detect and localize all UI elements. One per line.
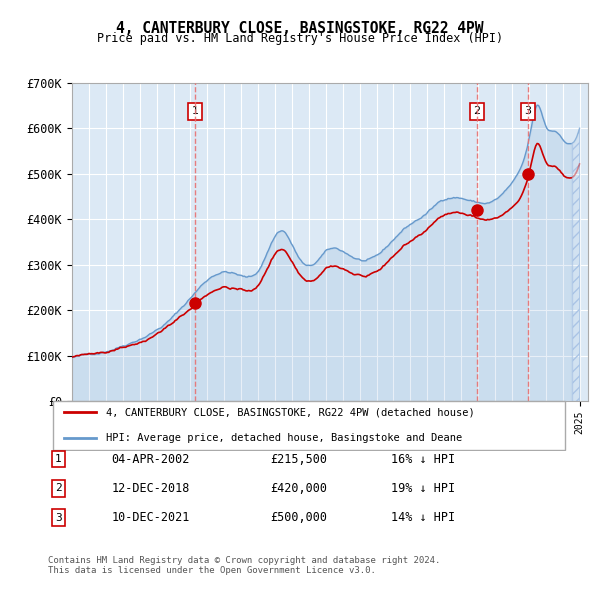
Text: 04-APR-2002: 04-APR-2002	[112, 453, 190, 466]
Text: 10-DEC-2021: 10-DEC-2021	[112, 511, 190, 524]
Text: 1: 1	[55, 454, 62, 464]
Text: 12-DEC-2018: 12-DEC-2018	[112, 482, 190, 495]
Text: 19% ↓ HPI: 19% ↓ HPI	[391, 482, 455, 495]
Text: 4, CANTERBURY CLOSE, BASINGSTOKE, RG22 4PW: 4, CANTERBURY CLOSE, BASINGSTOKE, RG22 4…	[116, 21, 484, 35]
Text: Price paid vs. HM Land Registry's House Price Index (HPI): Price paid vs. HM Land Registry's House …	[97, 32, 503, 45]
Text: £420,000: £420,000	[270, 482, 327, 495]
Text: £500,000: £500,000	[270, 511, 327, 524]
Text: £215,500: £215,500	[270, 453, 327, 466]
Text: 2: 2	[55, 483, 62, 493]
Text: 3: 3	[55, 513, 62, 523]
Text: Contains HM Land Registry data © Crown copyright and database right 2024.
This d: Contains HM Land Registry data © Crown c…	[48, 556, 440, 575]
Text: 3: 3	[524, 106, 532, 116]
Text: 4, CANTERBURY CLOSE, BASINGSTOKE, RG22 4PW (detached house): 4, CANTERBURY CLOSE, BASINGSTOKE, RG22 4…	[106, 408, 475, 417]
Text: 14% ↓ HPI: 14% ↓ HPI	[391, 511, 455, 524]
Text: HPI: Average price, detached house, Basingstoke and Deane: HPI: Average price, detached house, Basi…	[106, 434, 463, 443]
Text: 16% ↓ HPI: 16% ↓ HPI	[391, 453, 455, 466]
FancyBboxPatch shape	[53, 401, 565, 450]
Text: 1: 1	[191, 106, 199, 116]
Text: 2: 2	[473, 106, 481, 116]
